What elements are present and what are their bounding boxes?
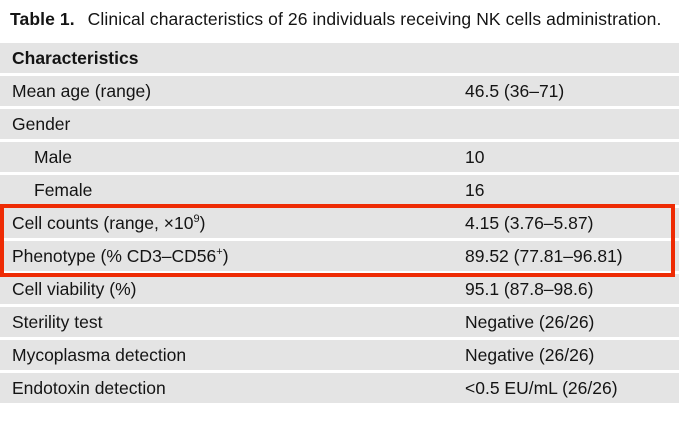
table-row-male: Male 10 [0, 142, 679, 172]
table-row-cell-viability: Cell viability (%) 95.1 (87.8–98.6) [0, 274, 679, 304]
table-row-gender: Gender [0, 109, 679, 139]
table-caption: Table 1. Clinical characteristics of 26 i… [10, 8, 667, 31]
superscript: + [216, 245, 223, 258]
row-label: Mycoplasma detection [12, 344, 187, 365]
row-value: 16 [465, 179, 485, 200]
row-value: 46.5 (36–71) [465, 80, 565, 101]
row-label: Female [34, 179, 93, 200]
table-row-sterility-test: Sterility test Negative (26/26) [0, 307, 679, 337]
superscript: 9 [193, 212, 200, 225]
row-value: <0.5 EU/mL (26/26) [465, 377, 618, 398]
row-label: Phenotype (% CD3–CD56+) [12, 245, 229, 266]
row-value: Negative (26/26) [465, 344, 595, 365]
row-value: Negative (26/26) [465, 311, 595, 332]
row-label: Cell counts (range, ×109) [12, 212, 206, 233]
table-row-mean-age: Mean age (range) 46.5 (36–71) [0, 76, 679, 106]
row-value: 89.52 (77.81–96.81) [465, 245, 623, 266]
row-label: Sterility test [12, 311, 103, 332]
row-label: Mean age (range) [12, 80, 152, 101]
row-value: 10 [465, 146, 485, 167]
row-label: Gender [12, 113, 71, 134]
table-row-endotoxin: Endotoxin detection <0.5 EU/mL (26/26) [0, 373, 679, 403]
table-row-female: Female 16 [0, 175, 679, 205]
row-label: Cell viability (%) [12, 278, 137, 299]
table-row-phenotype: Phenotype (% CD3–CD56+) 89.52 (77.81–96.… [0, 241, 679, 271]
row-value: 4.15 (3.76–5.87) [465, 212, 594, 233]
table-caption-text: Clinical characteristics of 26 individua… [87, 9, 662, 29]
table-row-cell-counts: Cell counts (range, ×109) 4.15 (3.76–5.8… [0, 208, 679, 238]
table-number: Table 1. [10, 9, 75, 29]
table-row-mycoplasma: Mycoplasma detection Negative (26/26) [0, 340, 679, 370]
column-header-characteristics: Characteristics [12, 47, 139, 68]
table-header-row: Characteristics [0, 43, 679, 73]
row-label: Male [34, 146, 72, 167]
clinical-characteristics-table: Characteristics Mean age (range) 46.5 (3… [0, 43, 679, 403]
row-label: Endotoxin detection [12, 377, 166, 398]
row-value: 95.1 (87.8–98.6) [465, 278, 594, 299]
